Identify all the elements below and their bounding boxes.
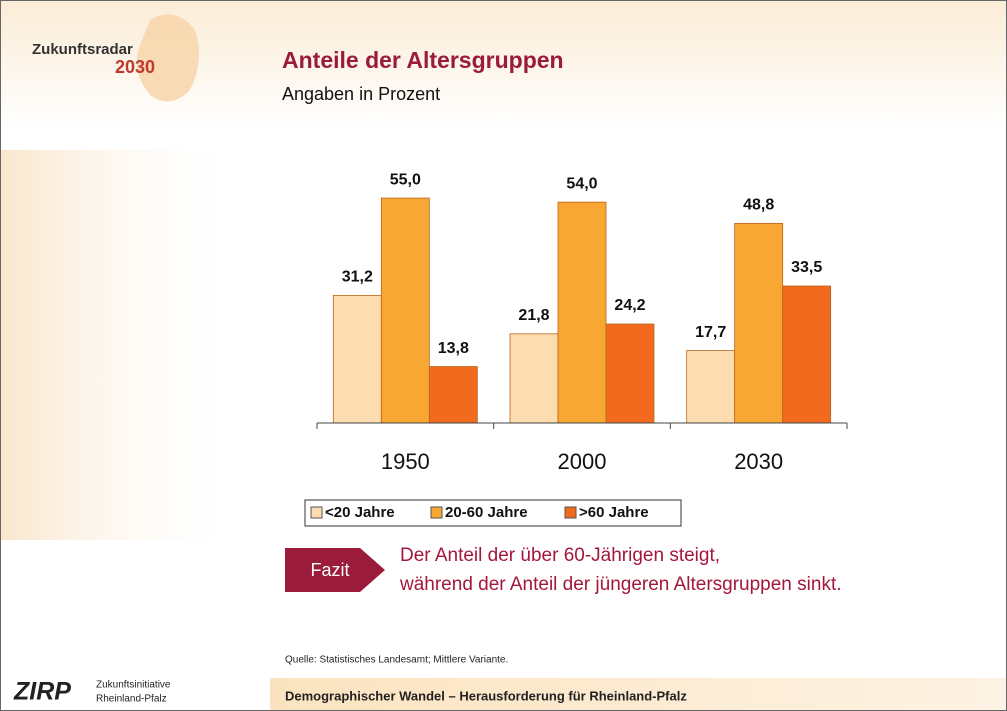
value-label: 55,0 — [390, 171, 421, 188]
value-label: 21,8 — [518, 307, 549, 324]
footer-band — [270, 678, 1007, 711]
org-line: Zukunftsinitiative — [96, 680, 171, 691]
bar — [509, 333, 559, 424]
value-label: 24,2 — [614, 297, 645, 314]
value-label: 13,8 — [438, 340, 469, 357]
logo-year: 2030 — [115, 57, 155, 77]
x-tick-label: 2030 — [734, 449, 783, 474]
legend-box — [304, 499, 682, 527]
value-label: 48,8 — [743, 197, 774, 214]
legend-label: 20-60 Jahre — [445, 504, 528, 521]
bar — [380, 197, 430, 424]
fazit-line: Der Anteil der über 60-Jährigen steigt, — [400, 545, 720, 566]
bar — [686, 350, 736, 424]
fazit-line: während der Anteil der jüngeren Altersgr… — [399, 574, 842, 595]
bar — [782, 285, 832, 424]
value-label: 17,7 — [695, 324, 726, 341]
org-line: Rheinland-Pfalz — [96, 694, 167, 705]
value-label: 33,5 — [791, 259, 822, 276]
value-label: 54,0 — [566, 175, 597, 192]
left-image — [0, 150, 245, 540]
zirp-logo: ZIRP — [13, 678, 71, 706]
source: Quelle: Statistisches Landesamt; Mittler… — [285, 655, 508, 666]
footer-text: Demographischer Wandel – Herausforderung… — [285, 688, 687, 703]
bar — [332, 294, 382, 424]
logo-text: Zukunftsradar — [32, 41, 133, 58]
map-logo — [136, 14, 199, 102]
bar — [734, 223, 784, 424]
value-label: 31,2 — [342, 269, 373, 286]
chart-title: Anteile der Altersgruppen — [282, 47, 564, 73]
fazit-arrow — [285, 548, 385, 592]
bar — [428, 366, 478, 424]
legend-label: >60 Jahre — [579, 504, 649, 521]
bar — [605, 323, 655, 424]
bar — [557, 201, 607, 424]
legend-swatch — [564, 506, 577, 519]
fazit-label: Fazit — [310, 560, 349, 580]
legend: <20 Jahre 20-60 Jahre >60 Jahre — [310, 504, 649, 521]
legend-swatch — [310, 506, 323, 519]
legend-swatch — [430, 506, 443, 519]
x-tick-label: 1950 — [381, 449, 430, 474]
chart-subtitle: Angaben in Prozent — [282, 84, 440, 104]
x-tick-label: 2000 — [558, 449, 607, 474]
plot: 1950 31,2 55,0 13,8 2000 21,8 54,0 24,2 2030 17,7… — [316, 171, 848, 474]
legend-label: <20 Jahre — [325, 504, 395, 521]
